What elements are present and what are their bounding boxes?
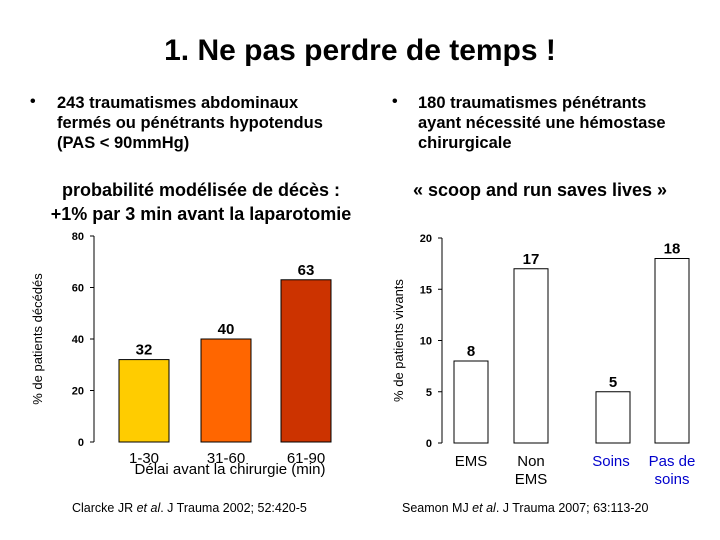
right-chart-y-tick-label: 20 — [420, 233, 432, 245]
left-bullet-line-2: fermés ou pénétrants hypotendus — [57, 114, 323, 132]
left-subtitle-line-2: +1% par 3 min avant la laparotomie — [50, 204, 352, 224]
right-chart-value-label: 18 — [664, 241, 681, 258]
right-reference-author: Seamon MJ — [402, 501, 473, 515]
right-chart-category-label: Soins — [592, 453, 630, 470]
left-chart-category-label: 31-60 — [207, 450, 245, 467]
right-chart-y-tick-label: 10 — [420, 336, 432, 348]
right-chart-category-label: Non EMS — [515, 453, 548, 488]
left-chart-y-tick-label: 60 — [72, 283, 84, 295]
right-subtitle: « scoop and run saves lives » — [412, 180, 668, 200]
left-chart-bar — [118, 359, 170, 443]
left-reference-etal: et al — [136, 501, 161, 515]
left-chart-xlabel: Délai avant la chirurgie (min) — [134, 461, 326, 478]
left-chart-value-label: 63 — [298, 262, 315, 279]
left-subtitle: probabilité modélisée de décès : +1% par… — [18, 178, 384, 226]
left-reference-rest: . J Trauma 2002; 52:420-5 — [160, 501, 307, 515]
right-chart-value-label: 8 — [467, 343, 475, 360]
left-chart-value-label: 40 — [218, 321, 235, 338]
left-chart-y-tick-label: 80 — [72, 231, 84, 243]
right-bullet-dot: • — [392, 93, 398, 110]
right-chart-category-label: EMS — [455, 453, 488, 470]
left-chart-y-axis-label: % de patients décédés — [30, 273, 45, 405]
left-bullet-dot: • — [30, 93, 36, 110]
right-bullet-line-2: ayant nécessité une hémostase — [418, 114, 666, 132]
right-chart-y-axis-label: % de patients vivants — [391, 279, 406, 402]
right-bullet-line-1: 180 traumatismes pénétrants — [418, 94, 647, 112]
right-chart-category-label: Pas de soins — [649, 453, 696, 488]
right-chart-y-tick-label: 5 — [426, 387, 432, 399]
right-chart-bar — [595, 391, 631, 444]
slide-title: 1. Ne pas perdre de temps ! — [164, 34, 556, 67]
left-chart-category-label: 61-90 — [287, 450, 325, 467]
left-chart-y-tick-label: 20 — [72, 386, 84, 398]
left-reference: Clarcke JR et al. J Trauma 2002; 52:420-… — [72, 501, 372, 515]
left-bullet-text: 243 traumatismes abdominaux fermés ou pé… — [57, 93, 377, 153]
left-chart-value-label: 32 — [136, 342, 153, 359]
right-chart-value-label: 17 — [523, 251, 540, 268]
right-bullet-line-3: chirurgicale — [418, 134, 512, 152]
right-reference-rest: . J Trauma 2007; 63:113-20 — [495, 501, 649, 515]
left-chart-y-tick-label: 40 — [72, 334, 84, 346]
right-chart-value-label: 5 — [609, 374, 617, 391]
right-chart-bar — [654, 258, 690, 444]
right-chart-bar — [513, 268, 549, 444]
left-reference-author: Clarcke JR — [72, 501, 137, 515]
left-bullet-line-3: (PAS < 90mmHg) — [57, 134, 190, 152]
right-reference: Seamon MJ et al. J Trauma 2007; 63:113-2… — [402, 501, 702, 515]
left-chart-bar — [280, 279, 332, 443]
left-bullet-line-1: 243 traumatismes abdominaux — [57, 94, 299, 112]
right-chart-y-tick-label: 15 — [420, 284, 432, 296]
left-chart-bar — [200, 338, 252, 443]
right-bullet-text: 180 traumatismes pénétrants ayant nécess… — [418, 93, 708, 153]
left-chart-category-label: 1-30 — [129, 450, 159, 467]
left-chart-y-tick-label: 0 — [78, 437, 84, 449]
right-chart-y-tick-label: 0 — [426, 438, 432, 450]
right-reference-etal: et al — [472, 501, 496, 515]
left-subtitle-line-1: probabilité modélisée de décès : — [61, 180, 341, 200]
right-chart-bar — [453, 360, 489, 444]
